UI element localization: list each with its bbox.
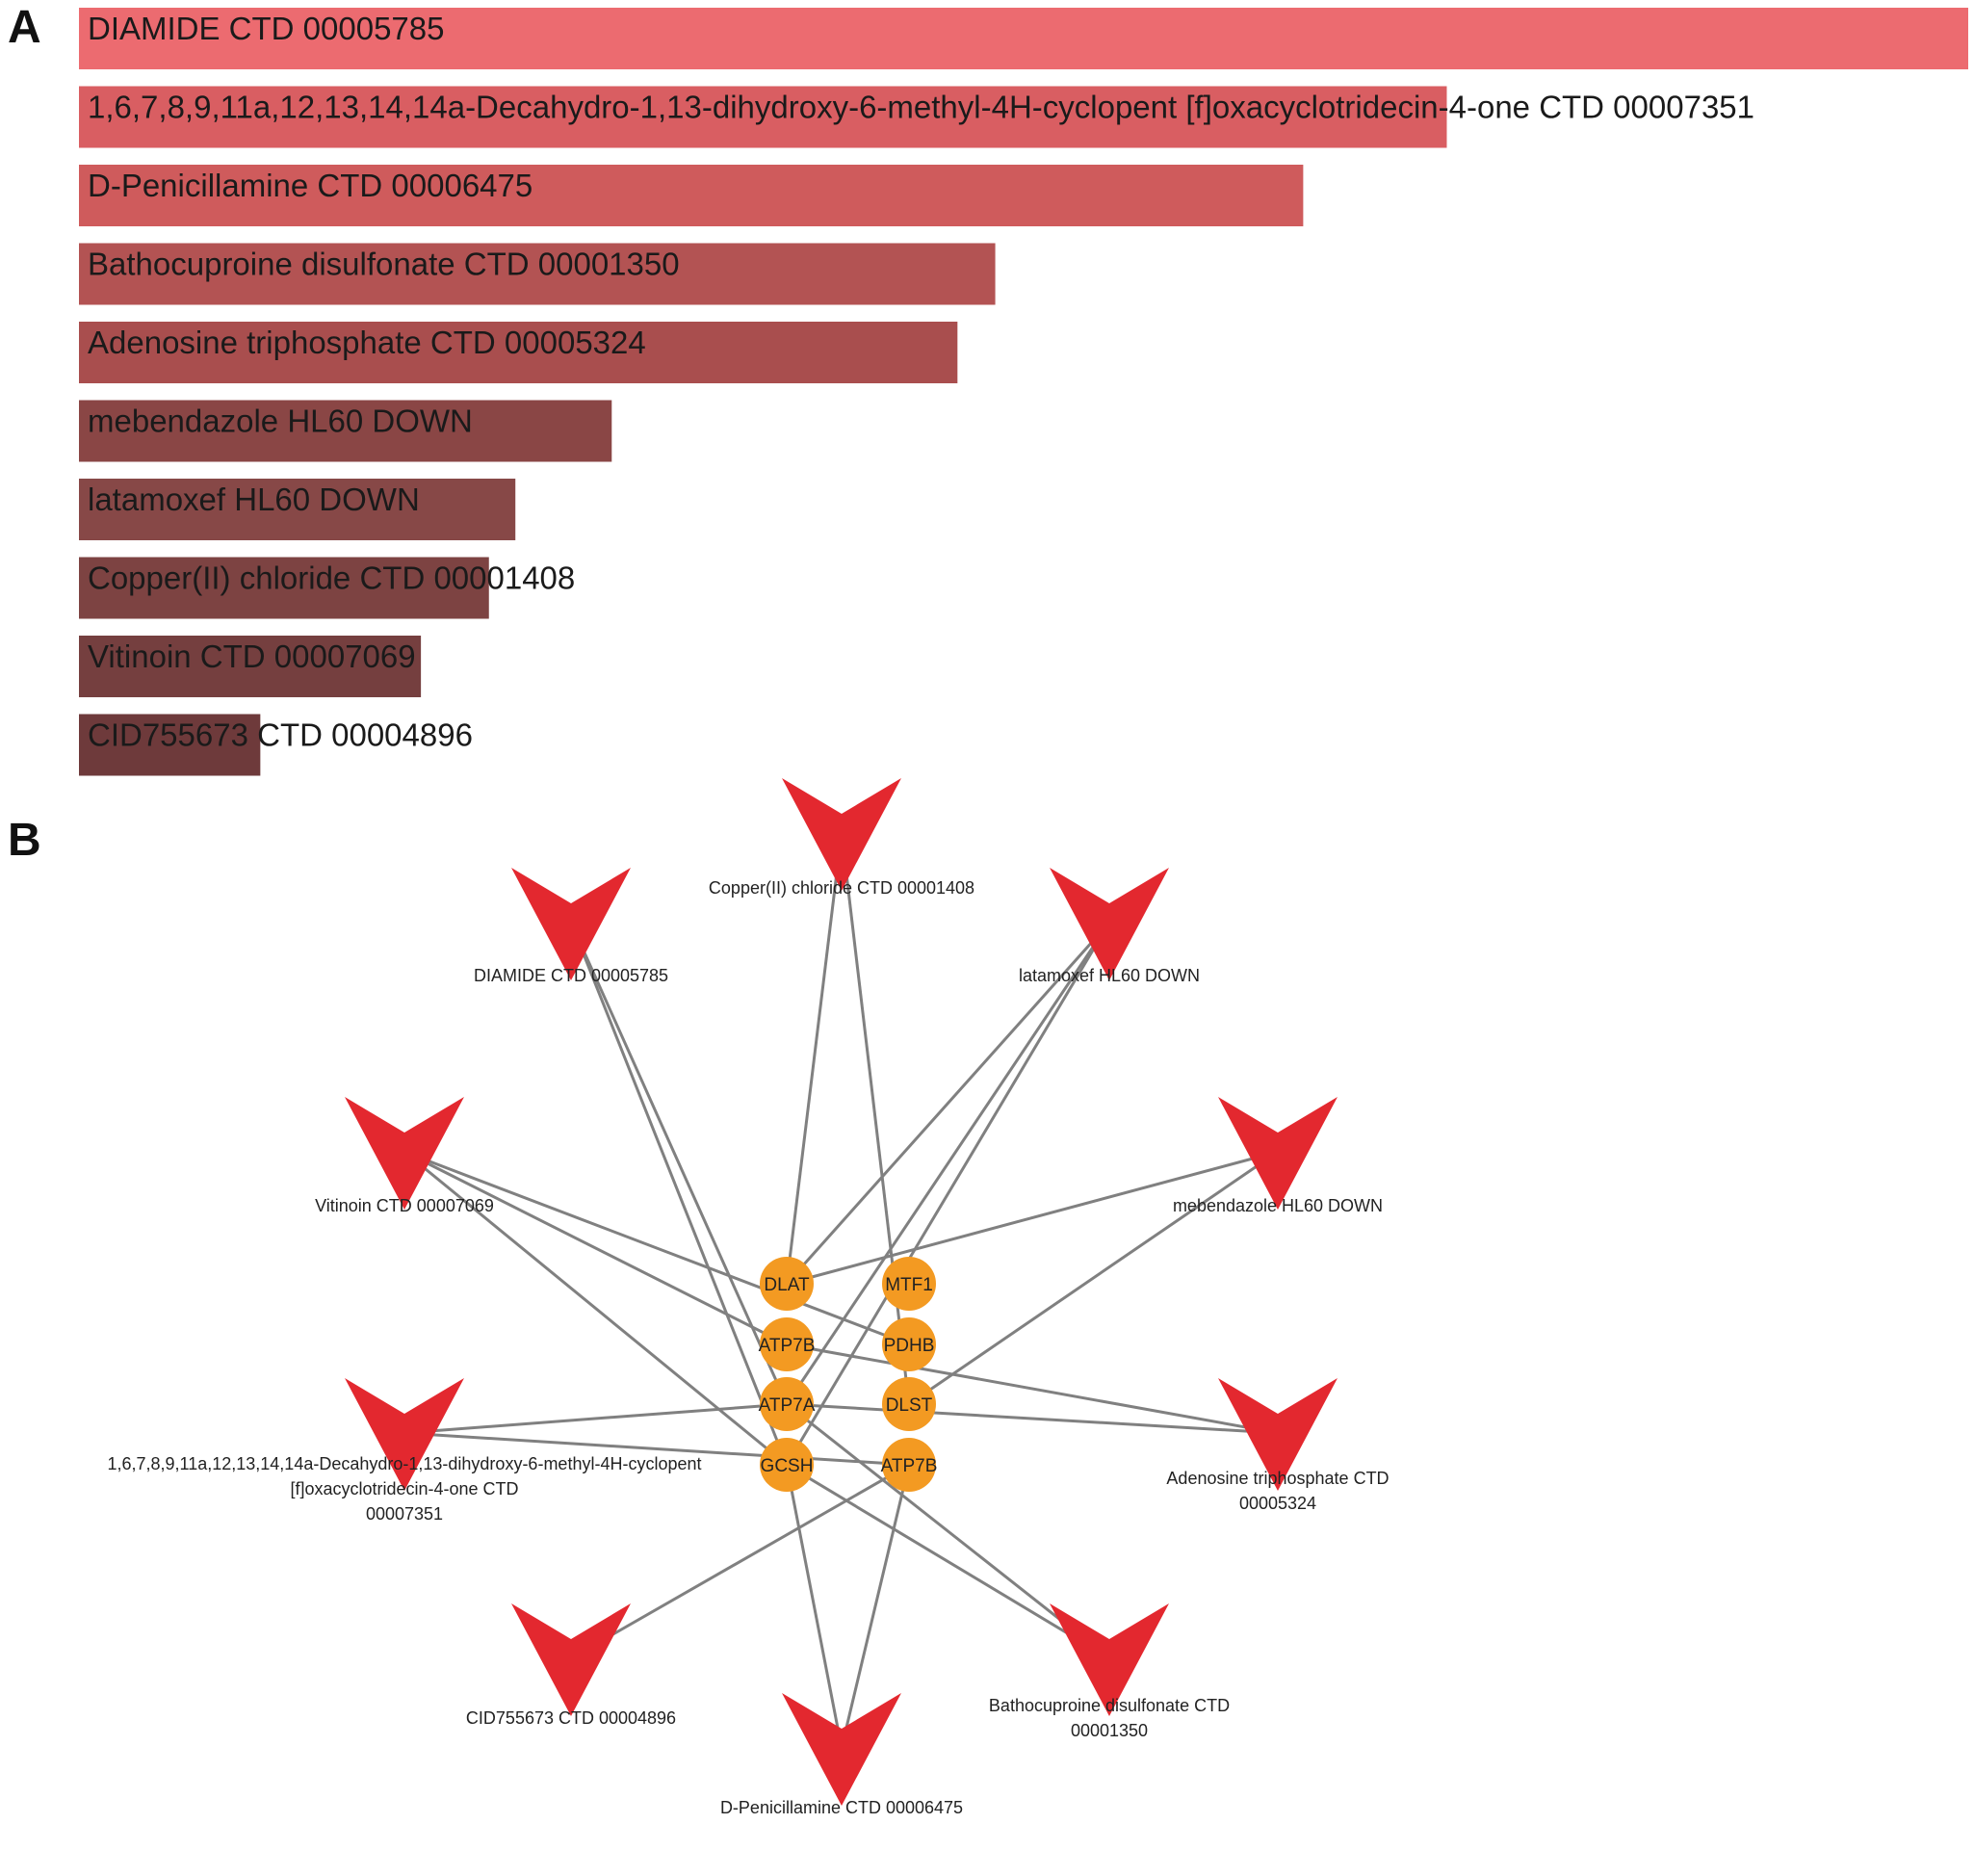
drug-node-mebendazole [1218, 1097, 1338, 1210]
gene-label-GCSH: GCSH [761, 1456, 814, 1476]
edge-cu-DLAT [785, 832, 844, 1285]
drug-node-cid [511, 1603, 631, 1716]
edge-diamide-ATP7A [569, 922, 789, 1405]
drug-label-cid-0: CID755673 CTD 00004896 [466, 1708, 676, 1728]
drug-node-diamide [511, 868, 631, 980]
bar-3 [79, 243, 996, 305]
edge-vitinoin-GCSH [403, 1150, 788, 1467]
gene-label-DLAT: DLAT [764, 1275, 810, 1295]
edge-atp-ATP7B_a [786, 1342, 1279, 1435]
drug-node-penicillamine [782, 1693, 901, 1806]
gene-label-PDHB: PDHB [884, 1336, 935, 1356]
drug-label-batho-0: Bathocuproine disulfonate CTD [989, 1696, 1230, 1715]
edge-vitinoin-PDHB [403, 1150, 910, 1346]
drug-node-cu [782, 778, 901, 891]
bar-5 [79, 400, 612, 462]
edge-diamide-GCSH [569, 922, 789, 1466]
edge-decahydro-ATP7A [403, 1402, 788, 1435]
bar-2 [79, 165, 1304, 226]
bar-label-9: CID755673 CTD 00004896 [88, 717, 473, 753]
drug-node-latamoxef [1050, 868, 1169, 980]
drug-label-mebendazole-0: mebendazole HL60 DOWN [1173, 1196, 1383, 1215]
network-edges [403, 832, 1279, 1749]
drug-node-batho [1050, 1603, 1169, 1716]
edge-atp-ATP7A [786, 1402, 1279, 1435]
gene-label-ATP7B_b: ATP7B [881, 1456, 938, 1476]
edge-penicillamine-ATP7B_b [840, 1464, 911, 1749]
drug-label-batho-1: 00001350 [1071, 1721, 1148, 1740]
drug-label-decahydro-2: 00007351 [366, 1504, 443, 1524]
gene-node-ATP7B_a [760, 1317, 814, 1371]
panel-b-letter: B [8, 815, 41, 866]
bar-label-0: DIAMIDE CTD 00005785 [88, 11, 445, 46]
bar-9 [79, 714, 261, 776]
drug-node-vitinoin [345, 1097, 464, 1210]
bar-8 [79, 636, 422, 697]
gene-label-ATP7A: ATP7A [759, 1395, 816, 1416]
gene-node-ATP7A [760, 1377, 814, 1431]
drug-nodes [345, 778, 1338, 1806]
bar-label-4: Adenosine triphosphate CTD 00005324 [88, 325, 646, 360]
edge-latamoxef-ATP7A [785, 922, 1111, 1405]
bar-label-6: latamoxef HL60 DOWN [88, 482, 420, 517]
panel-a-letter: A [8, 2, 41, 53]
drug-label-atp-0: Adenosine triphosphate CTD [1166, 1469, 1389, 1488]
gene-label-MTF1: MTF1 [885, 1275, 933, 1295]
edge-penicillamine-GCSH [785, 1464, 844, 1749]
gene-node-ATP7B_b [882, 1438, 936, 1492]
bar-label-7: Copper(II) chloride CTD 00001408 [88, 560, 575, 596]
drug-label-atp-1: 00005324 [1239, 1494, 1316, 1513]
gene-node-GCSH [760, 1438, 814, 1492]
bar-1 [79, 86, 1447, 148]
gene-label-ATP7B_a: ATP7B [759, 1336, 816, 1356]
drug-labels: Copper(II) chloride CTD 00001408 DIAMIDE … [107, 878, 1389, 1817]
gene-label-DLST: DLST [886, 1395, 933, 1416]
gene-node-PDHB [882, 1317, 936, 1371]
gene-node-MTF1 [882, 1257, 936, 1311]
edge-batho-GCSH [786, 1463, 1110, 1660]
bar-label-2: D-Penicillamine CTD 00006475 [88, 168, 532, 203]
gene-nodes: DLAT MTF1 ATP7B PDHB ATP7A DLST GCSH ATP7B [759, 1257, 938, 1492]
drug-node-atp [1218, 1378, 1338, 1491]
bar-chart: DIAMIDE CTD 00005785 1,6,7,8,9,11a,12,13,… [79, 8, 1968, 776]
drug-label-penicillamine-0: D-Penicillamine CTD 00006475 [720, 1798, 963, 1817]
bar-label-5: mebendazole HL60 DOWN [88, 404, 473, 439]
drug-label-latamoxef-0: latamoxef HL60 DOWN [1019, 966, 1200, 985]
edge-cid-ATP7B_b [570, 1463, 910, 1660]
gene-node-DLAT [760, 1257, 814, 1311]
network-diagram: DLAT MTF1 ATP7B PDHB ATP7A DLST GCSH ATP7B Copp… [107, 778, 1390, 1817]
drug-label-cu-0: Copper(II) chloride CTD 00001408 [709, 878, 974, 898]
bar-7 [79, 557, 489, 619]
edge-vitinoin-ATP7B_a [403, 1150, 788, 1346]
bar-label-3: Bathocuproine disulfonate CTD 00001350 [88, 247, 680, 282]
bar-label-8: Vitinoin CTD 00007069 [88, 638, 416, 674]
bar-4 [79, 322, 958, 383]
drug-label-vitinoin-0: Vitinoin CTD 00007069 [315, 1196, 494, 1215]
edge-mebendazole-DLST [908, 1150, 1279, 1406]
drug-label-decahydro-1: [f]oxacyclotridecin-4-one CTD [290, 1479, 518, 1498]
edge-cu-DLST [840, 832, 911, 1405]
drug-label-diamide-0: DIAMIDE CTD 00005785 [474, 966, 668, 985]
drug-node-decahydro [345, 1378, 464, 1491]
bar-0 [79, 8, 1968, 69]
drug-label-decahydro-0: 1,6,7,8,9,11a,12,13,14,14a-Decahydro-1,1… [107, 1454, 701, 1473]
edge-batho-ATP7A [786, 1402, 1110, 1660]
bar-label-1: 1,6,7,8,9,11a,12,13,14,14a-Decahydro-1,1… [88, 90, 1754, 125]
edge-latamoxef-GCSH [785, 922, 1111, 1466]
edge-mebendazole-DLAT [786, 1150, 1279, 1286]
edge-latamoxef-DLAT [785, 922, 1111, 1285]
edge-decahydro-ATP7B_b [403, 1431, 910, 1467]
gene-node-DLST [882, 1377, 936, 1431]
bar-6 [79, 479, 516, 540]
